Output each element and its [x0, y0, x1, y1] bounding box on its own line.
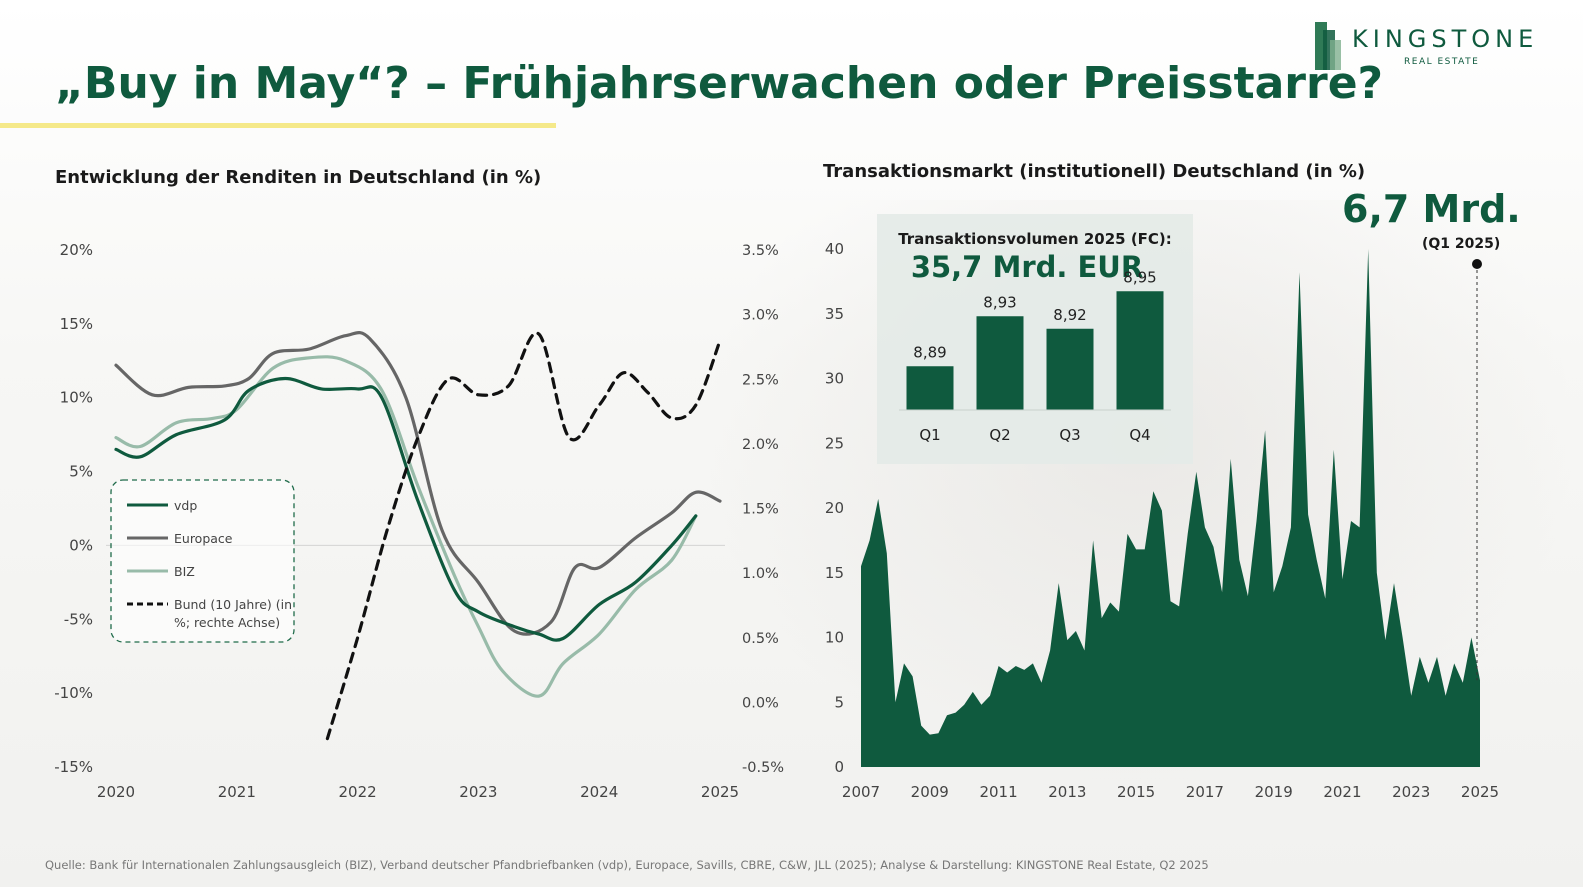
- y-tick-label: 0%: [69, 536, 93, 554]
- y-tick-label: 15: [825, 564, 844, 582]
- forecast-bar-label: 8,92: [1053, 306, 1086, 324]
- y-tick-label: 15%: [60, 315, 93, 333]
- y-tick-label: 20%: [60, 241, 93, 259]
- forecast-bar-chart: 8,89 Q1 8,93 Q2 8,92 Q3 8,95 Q4: [899, 268, 1171, 444]
- y-tick-label: 0: [834, 758, 844, 776]
- x-tick-label: 2013: [1048, 783, 1086, 801]
- annotation-dot: [1472, 259, 1482, 269]
- y-tick-label: 10: [825, 629, 844, 647]
- y2-tick-label: 1.0%: [742, 566, 779, 582]
- y-tick-label: 5%: [69, 463, 93, 481]
- y2-tick-label: -0.5%: [742, 760, 784, 776]
- x-tick-label: 2017: [1186, 783, 1224, 801]
- transaction-chart-title: Transaktionsmarkt (institutionell) Deuts…: [823, 161, 1366, 182]
- yield-chart-title: Entwicklung der Renditen in Deutschland …: [55, 167, 542, 188]
- y-tick-label: 20: [825, 499, 844, 517]
- forecast-bar: [1046, 328, 1094, 410]
- forecast-bar-label: 8,95: [1123, 268, 1156, 286]
- y2-tick-label: 0.5%: [742, 631, 779, 647]
- legend-box: [110, 479, 295, 643]
- forecast-category-label: Q1: [919, 426, 940, 444]
- y-tick-label: 30: [825, 370, 844, 388]
- y-tick-label: 35: [825, 305, 844, 323]
- y-tick-label: 40: [825, 240, 844, 258]
- x-tick-label: 2009: [911, 783, 949, 801]
- y2-tick-label: 2.0%: [742, 437, 779, 453]
- x-tick-label: 2023: [1392, 783, 1430, 801]
- x-tick-label: 2015: [1117, 783, 1155, 801]
- y-tick-label: -10%: [54, 684, 93, 702]
- forecast-bar-label: 8,89: [913, 343, 946, 361]
- forecast-bar: [906, 366, 954, 410]
- forecast-inset-total: 35,7 Mrd. EUR: [910, 250, 1144, 284]
- forecast-category-label: Q3: [1059, 426, 1080, 444]
- x-tick-label: 2022: [339, 783, 377, 801]
- x-tick-label: 2025: [1461, 783, 1499, 801]
- forecast-category-label: Q4: [1129, 426, 1150, 444]
- y-tick-label: -15%: [54, 758, 93, 776]
- x-tick-label: 2011: [979, 783, 1017, 801]
- forecast-category-label: Q2: [989, 426, 1010, 444]
- x-tick-label: 2025: [701, 783, 739, 801]
- legend-label: Bund (10 Jahre) (in %; rechte Achse): [174, 597, 292, 630]
- x-tick-label: 2021: [1323, 783, 1361, 801]
- forecast-inset-title: Transaktionsvolumen 2025 (FC):: [898, 230, 1172, 248]
- legend-label: vdp: [174, 498, 197, 513]
- x-tick-label: 2019: [1255, 783, 1293, 801]
- x-tick-label: 2007: [842, 783, 880, 801]
- latest-volume-value: 6,7 Mrd.: [1342, 187, 1521, 231]
- source-footnote: Quelle: Bank für Internationalen Zahlung…: [45, 858, 1209, 872]
- y2-tick-label: 0.0%: [742, 695, 779, 711]
- kingstone-logo: KINGSTONE REAL ESTATE: [1312, 20, 1542, 72]
- yield-chart: 20% 15% 10% 5% 0% -5% -10% -15% 3.5% 3.0% 2.5% 2.0%…: [54, 241, 784, 801]
- x-tick-label: 2024: [580, 783, 618, 801]
- forecast-inset-panel: Transaktionsvolumen 2025 (FC): 35,7 Mrd.…: [877, 214, 1193, 464]
- y-tick-label: 5: [834, 693, 844, 711]
- series-line-vdp: [114, 376, 698, 642]
- y-tick-label: 10%: [60, 389, 93, 407]
- y-tick-label: 25: [825, 434, 844, 452]
- logo-mark-icon: [1315, 22, 1341, 70]
- y2-tick-label: 2.5%: [742, 372, 779, 388]
- y2-tick-label: 1.5%: [742, 502, 779, 518]
- y2-tick-label: 3.0%: [742, 308, 779, 324]
- latest-volume-period: (Q1 2025): [1422, 236, 1501, 252]
- forecast-bar: [976, 316, 1024, 410]
- forecast-bar-label: 8,93: [983, 293, 1016, 311]
- volume-area: [861, 249, 1480, 767]
- x-tick-label: 2023: [459, 783, 497, 801]
- y-tick-label: -5%: [64, 610, 93, 628]
- title-underline: [0, 123, 556, 128]
- x-tick-label: 2021: [218, 783, 256, 801]
- series-line-biz: [114, 355, 698, 698]
- x-tick-label: 2020: [97, 783, 135, 801]
- y2-tick-label: 3.5%: [742, 243, 779, 259]
- legend-label: BIZ: [174, 564, 195, 579]
- logo-name: KINGSTONE: [1352, 25, 1539, 53]
- page-title: „Buy in May“? – Frühjahrserwachen oder P…: [55, 58, 1384, 109]
- logo-subtitle: REAL ESTATE: [1404, 57, 1480, 67]
- legend-label-line: Bund (10 Jahre) (in: [174, 597, 292, 612]
- legend-label-line: %; rechte Achse): [174, 615, 280, 630]
- series-line-europace: [114, 331, 722, 636]
- forecast-bar: [1116, 291, 1164, 410]
- legend-label: Europace: [174, 531, 233, 546]
